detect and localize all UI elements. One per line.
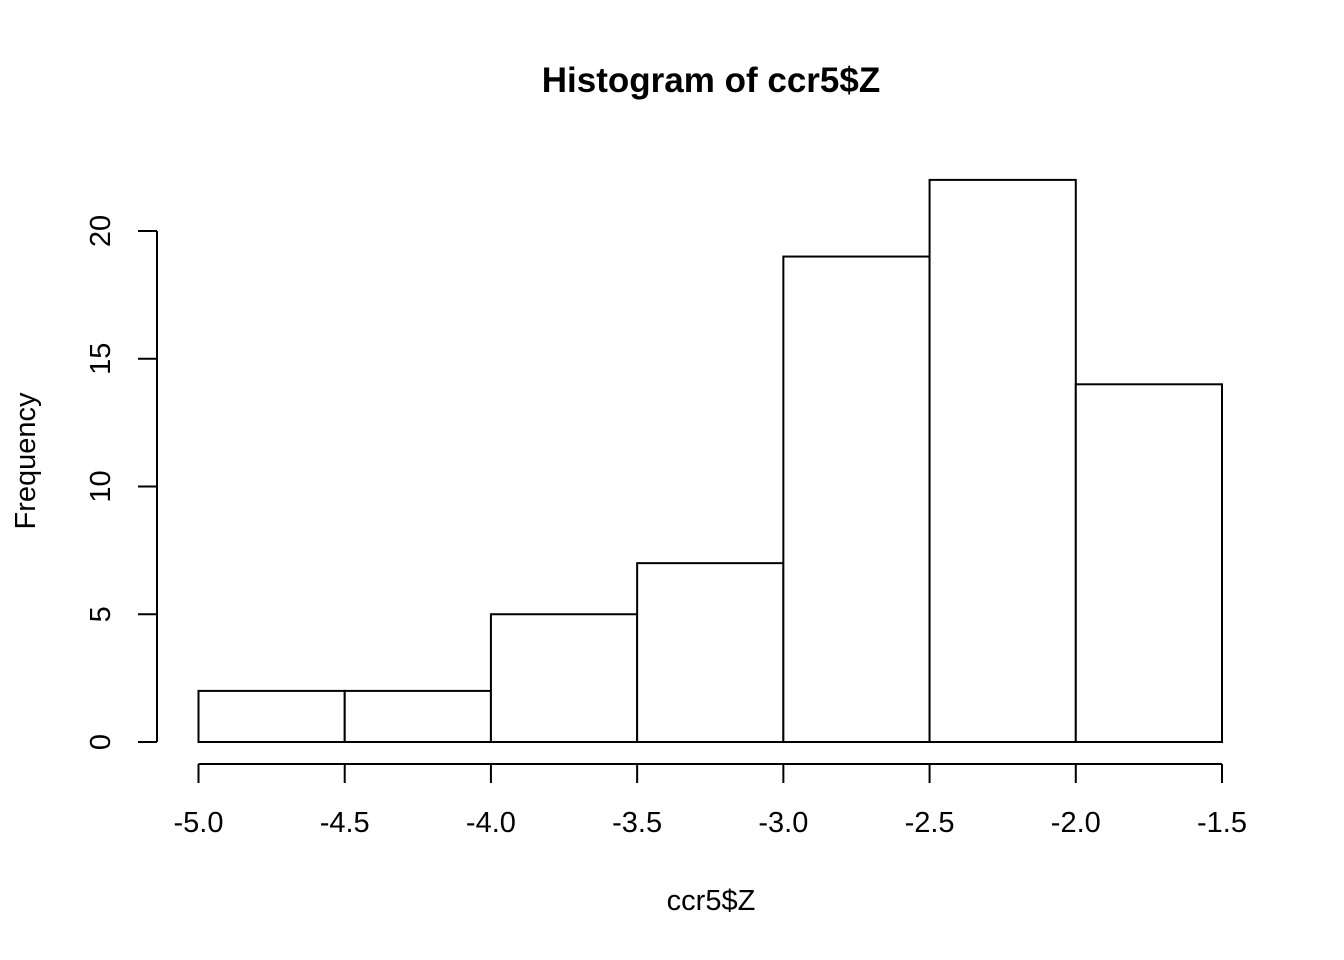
y-axis-label: Frequency xyxy=(10,392,42,530)
x-tick-label: -1.5 xyxy=(1197,807,1247,839)
x-tick-label: -2.0 xyxy=(1051,807,1101,839)
x-tick-label: -4.0 xyxy=(466,807,516,839)
histogram-bar xyxy=(636,562,785,744)
x-axis: -5.0 -4.5 -4.0 -3.5 -3.0 -2.5 -2.0 -1.5 xyxy=(174,763,1247,839)
y-tick-label: 10 xyxy=(85,470,117,502)
y-tick-label: 0 xyxy=(85,734,117,750)
histogram-bar xyxy=(489,613,639,743)
bars-group xyxy=(197,178,1224,744)
histogram-bar xyxy=(343,689,492,744)
histogram-bar xyxy=(1074,383,1224,743)
x-tick-label: -5.0 xyxy=(174,807,224,839)
x-axis-label: ccr5$Z xyxy=(667,885,756,917)
y-tick-label: 20 xyxy=(85,215,117,247)
y-axis: 0 5 10 15 20 xyxy=(85,215,158,750)
y-tick-label: 5 xyxy=(85,606,117,622)
histogram-bar xyxy=(782,255,931,743)
x-tick-label: -2.5 xyxy=(905,807,955,839)
x-tick-label: -3.5 xyxy=(612,807,662,839)
histogram-bar xyxy=(928,178,1077,743)
x-tick-label: -3.0 xyxy=(758,807,808,839)
histogram-bar xyxy=(197,689,346,744)
y-tick-label: 15 xyxy=(85,343,117,375)
x-tick-label: -4.5 xyxy=(320,807,370,839)
chart-title: Histogram of ccr5$Z xyxy=(542,61,880,100)
